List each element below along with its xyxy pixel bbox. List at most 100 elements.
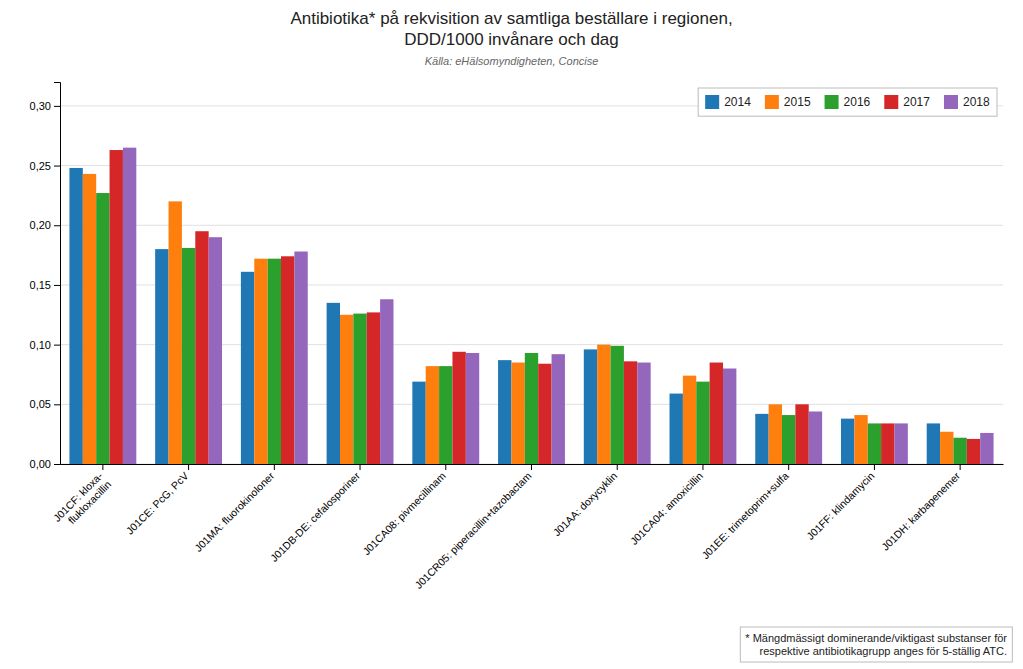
bar (769, 404, 782, 464)
y-axis-line (54, 83, 61, 465)
bar (96, 193, 109, 464)
legend-label: 2017 (903, 95, 930, 109)
bar (439, 366, 452, 464)
bar (881, 423, 894, 464)
legend-label: 2014 (724, 95, 751, 109)
x-tick-label-line: J01CR05: piperacillin+tazobactam (412, 469, 534, 591)
grid (60, 106, 1003, 464)
bar (584, 349, 597, 464)
x-tick-label: J01FF: klindamycin (804, 469, 877, 542)
legend-item: 2015 (765, 95, 811, 109)
x-tick-label: J01DH: karbapenemer (879, 469, 963, 553)
x-tick-mark (188, 464, 189, 470)
title-line: Antibiotika* på rekvisition av samtliga … (290, 9, 732, 28)
x-tick-label: J01CA08: pivmecillinam (360, 469, 448, 557)
y-tick: 0,30 (30, 100, 60, 112)
x-tick: J01AA: doxycyklin (550, 464, 619, 538)
bar (182, 248, 195, 464)
bar (710, 363, 723, 464)
y-tick-mark (54, 345, 60, 346)
legend-item: 2016 (825, 95, 871, 109)
x-tick-label: J01EE: trimetoprim+sulfa (699, 469, 791, 561)
legend-swatch (825, 95, 839, 109)
bar (624, 361, 637, 464)
footnote-line: * Mängdmässigt dominerande/viktigast sub… (745, 632, 1007, 644)
bar (367, 312, 380, 464)
legend: 2014 2015 2016 2017 2018 (698, 88, 997, 116)
y-tick-mark (54, 464, 60, 465)
title: Antibiotika* på rekvisition av samtliga … (290, 9, 732, 49)
x-tick-label-line: flukloxacillin (65, 478, 113, 526)
bar-series (123, 148, 994, 464)
x-tick: J01CF: kloxa-flukloxacillin (51, 464, 114, 532)
y-tick-label: 0,05 (30, 398, 51, 410)
bar (927, 423, 940, 464)
bars (69, 148, 993, 464)
x-tick-label-line: J01FF: klindamycin (804, 469, 877, 542)
bar-series (110, 150, 981, 464)
bar (597, 345, 610, 464)
x-tick-label: J01DB-DE: cefalosporiner (268, 469, 363, 564)
bar (552, 354, 565, 464)
y-tick: 0,10 (30, 339, 60, 351)
y-tick: 0,25 (30, 160, 60, 172)
x-tick-label: J01AA: doxycyklin (550, 469, 619, 538)
legend-label: 2018 (963, 95, 990, 109)
bar (841, 419, 854, 464)
y-tick: 0,15 (30, 279, 60, 291)
bar (511, 363, 524, 464)
x-tick-mark (788, 464, 789, 470)
x-tick-label-line: J01EE: trimetoprim+sulfa (699, 469, 791, 561)
bar (327, 303, 340, 464)
bar (426, 366, 439, 464)
bar (254, 259, 267, 464)
bar (268, 259, 281, 464)
legend-frame (698, 88, 997, 116)
bar (294, 252, 307, 464)
bar (110, 150, 123, 464)
legend-swatch (765, 95, 779, 109)
bar (894, 423, 907, 464)
bar (637, 363, 650, 464)
bar (281, 256, 294, 464)
legend-item: 2014 (705, 95, 751, 109)
bar (241, 272, 254, 464)
bar (69, 168, 82, 464)
bar (868, 423, 881, 464)
chart: Antibiotika* på rekvisition av samtliga … (0, 0, 1023, 669)
legend-item: 2017 (884, 95, 930, 109)
bar (353, 314, 366, 464)
bar (696, 382, 709, 464)
bar (452, 352, 465, 464)
x-tick-mark (702, 464, 703, 470)
legend-swatch (884, 95, 898, 109)
bar-series (83, 174, 954, 464)
x-tick: J01EE: trimetoprim+sulfa (699, 464, 791, 561)
legend-label: 2015 (784, 95, 811, 109)
bar (940, 432, 953, 464)
bar (795, 404, 808, 464)
legend-swatch (944, 95, 958, 109)
y-tick-mark (54, 166, 60, 167)
x-tick-label: J01MA: fluorokinoloner (192, 469, 277, 554)
bar (953, 438, 966, 464)
bar (209, 237, 222, 464)
x-tick-mark (617, 464, 618, 470)
title-line: DDD/1000 invånare och dag (404, 30, 619, 49)
bar (683, 376, 696, 464)
x-tick-mark (531, 464, 532, 470)
subtitle: Källa: eHälsomyndigheten, Concise (425, 55, 599, 67)
x-axis: J01CF: kloxa-flukloxacillinJ01CE: PcG, P… (51, 464, 1004, 591)
x-tick-label-line: J01AA: doxycyklin (550, 469, 619, 538)
footnote: * Mängdmässigt dominerande/viktigast sub… (740, 627, 1012, 662)
y-tick-label: 0,30 (30, 100, 51, 112)
legend-item: 2018 (944, 95, 990, 109)
legend-items: 2014 2015 2016 2017 2018 (705, 95, 990, 109)
x-tick-label-line: J01CA04: amoxicillin (628, 469, 706, 547)
x-tick: J01CR05: piperacillin+tazobactam (412, 464, 534, 591)
bar (525, 353, 538, 464)
x-tick-label: J01CA04: amoxicillin (628, 469, 706, 547)
x-tick-label: J01CR05: piperacillin+tazobactam (412, 469, 534, 591)
bar (195, 231, 208, 464)
bar (155, 249, 168, 464)
